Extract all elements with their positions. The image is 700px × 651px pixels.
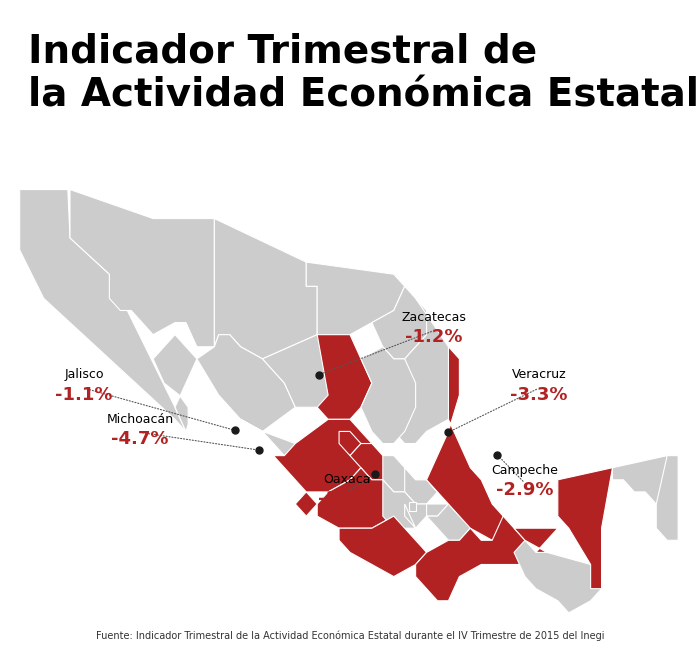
Text: -3.3%: -3.3% xyxy=(510,385,568,404)
Polygon shape xyxy=(657,456,678,540)
Text: -2.9%: -2.9% xyxy=(496,481,554,499)
Text: Oaxaca: Oaxaca xyxy=(323,473,370,486)
Polygon shape xyxy=(416,516,536,601)
Text: Indicador Trimestral de
la Actividad Económica Estatal: Indicador Trimestral de la Actividad Eco… xyxy=(28,33,699,115)
Text: -1.1%: -1.1% xyxy=(55,385,113,404)
Polygon shape xyxy=(70,189,214,347)
Polygon shape xyxy=(383,480,426,528)
Polygon shape xyxy=(262,335,361,408)
Polygon shape xyxy=(426,480,470,540)
Polygon shape xyxy=(612,456,667,504)
Polygon shape xyxy=(241,419,307,467)
Polygon shape xyxy=(514,540,601,613)
Polygon shape xyxy=(383,456,416,492)
Text: -4.7%: -4.7% xyxy=(111,430,169,448)
Polygon shape xyxy=(426,504,449,516)
Polygon shape xyxy=(274,419,372,492)
Polygon shape xyxy=(383,298,459,443)
Polygon shape xyxy=(350,443,405,480)
Text: Michoacán: Michoacán xyxy=(106,413,174,426)
Text: Fuente: Indicador Trimestral de la Actividad Económica Estatal durante el IV Tri: Fuente: Indicador Trimestral de la Activ… xyxy=(96,631,604,641)
Polygon shape xyxy=(295,492,317,516)
Polygon shape xyxy=(20,189,186,432)
Polygon shape xyxy=(317,335,372,419)
Polygon shape xyxy=(307,262,405,335)
Text: -1.8%: -1.8% xyxy=(318,490,375,508)
Text: Jalisco: Jalisco xyxy=(64,368,104,381)
Polygon shape xyxy=(214,219,317,359)
Polygon shape xyxy=(339,432,361,456)
Polygon shape xyxy=(197,335,295,432)
Polygon shape xyxy=(372,286,426,359)
Polygon shape xyxy=(409,501,416,511)
Polygon shape xyxy=(426,347,525,553)
Polygon shape xyxy=(405,504,426,528)
Text: Campeche: Campeche xyxy=(491,464,559,477)
Polygon shape xyxy=(514,528,558,553)
Text: -1.2%: -1.2% xyxy=(405,328,463,346)
Polygon shape xyxy=(405,467,438,504)
Text: Veracruz: Veracruz xyxy=(512,368,566,381)
Text: Zacatecas: Zacatecas xyxy=(402,311,466,324)
Polygon shape xyxy=(339,516,426,577)
Polygon shape xyxy=(317,467,405,528)
Polygon shape xyxy=(558,467,612,589)
Polygon shape xyxy=(361,347,416,443)
Polygon shape xyxy=(153,335,197,432)
